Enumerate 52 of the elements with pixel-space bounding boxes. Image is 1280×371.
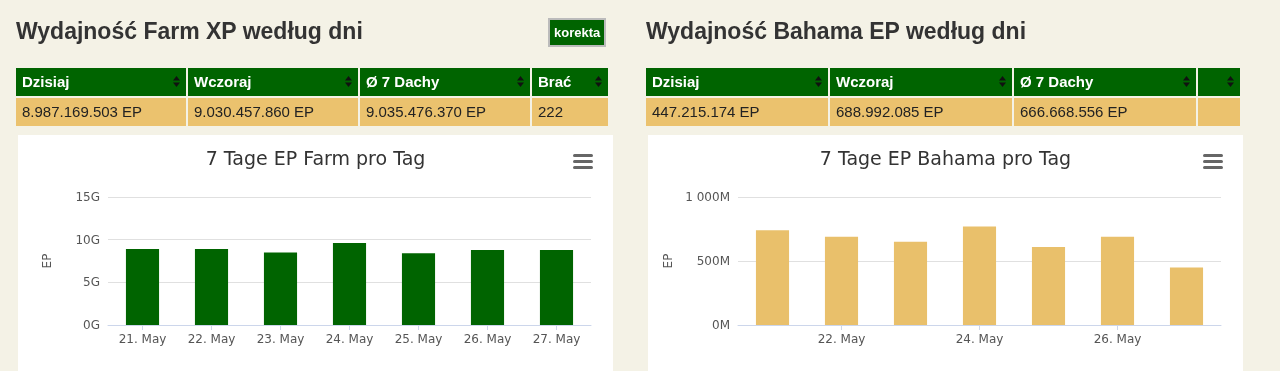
x-tick-label: 26. May: [1093, 332, 1142, 346]
x-tick-label: 21. May: [118, 332, 167, 346]
bar: [470, 249, 505, 325]
bar: [401, 253, 436, 325]
text: 8.987.169.503 EP: [16, 98, 186, 126]
text: 666.668.556 EP: [1014, 98, 1196, 126]
text: Wydajność Bahama EP według dni: [646, 18, 1027, 45]
bar: [539, 249, 574, 325]
x-tick-label: 22. May: [187, 332, 236, 346]
y-tick-label: 10G: [75, 232, 100, 247]
y-axis-title: EP: [40, 253, 54, 269]
x-tick-label: 22. May: [817, 332, 866, 346]
bar: [125, 249, 160, 325]
text: 9.035.476.370 EP: [360, 98, 530, 126]
text: Wczoraj: [188, 68, 358, 96]
bar: [1031, 246, 1066, 325]
text: 9.030.457.860 EP: [188, 98, 358, 126]
text: 222: [532, 98, 608, 126]
text: Wczoraj: [830, 68, 1012, 96]
bar: [332, 243, 367, 325]
x-tick-label: 26. May: [463, 332, 512, 346]
bar: [755, 230, 790, 325]
bar: [194, 249, 229, 325]
bar: [263, 252, 298, 325]
bar: [893, 241, 928, 325]
text: Ø 7 Dachy: [1014, 68, 1196, 96]
text: korekta: [548, 18, 607, 47]
text: Dzisiaj: [16, 68, 186, 96]
x-tick-label: 24. May: [955, 332, 1004, 346]
y-tick-label: 0G: [83, 318, 100, 332]
y-tick-label: 15G: [75, 190, 100, 204]
x-tick-label: 25. May: [394, 332, 443, 346]
chart-title: 7 Tage EP Farm pro Tag: [205, 146, 426, 169]
text: Dzisiaj: [646, 68, 828, 96]
y-tick-label: 1 000M: [685, 190, 730, 204]
text: Brać: [532, 68, 608, 96]
bar: [1100, 236, 1135, 325]
y-axis-title: EP: [661, 253, 676, 269]
text: Ø 7 Dachy: [360, 68, 530, 96]
text: Wydajność Farm XP według dni: [16, 18, 363, 45]
y-tick-label: 0M: [712, 318, 730, 332]
x-tick-label: 23. May: [256, 332, 305, 346]
text: 688.992.085 EP: [830, 98, 1012, 126]
bar: [824, 236, 859, 325]
y-tick-label: 500M: [696, 254, 730, 268]
y-tick-label: 5G: [83, 275, 100, 290]
bar: [962, 226, 997, 325]
chart-title: 7 Tage EP Bahama pro Tag: [819, 146, 1072, 169]
x-tick-label: 24. May: [325, 332, 374, 346]
bar: [1169, 267, 1204, 325]
text: 447.215.174 EP: [646, 98, 828, 126]
x-tick-label: 27. May: [532, 332, 581, 346]
